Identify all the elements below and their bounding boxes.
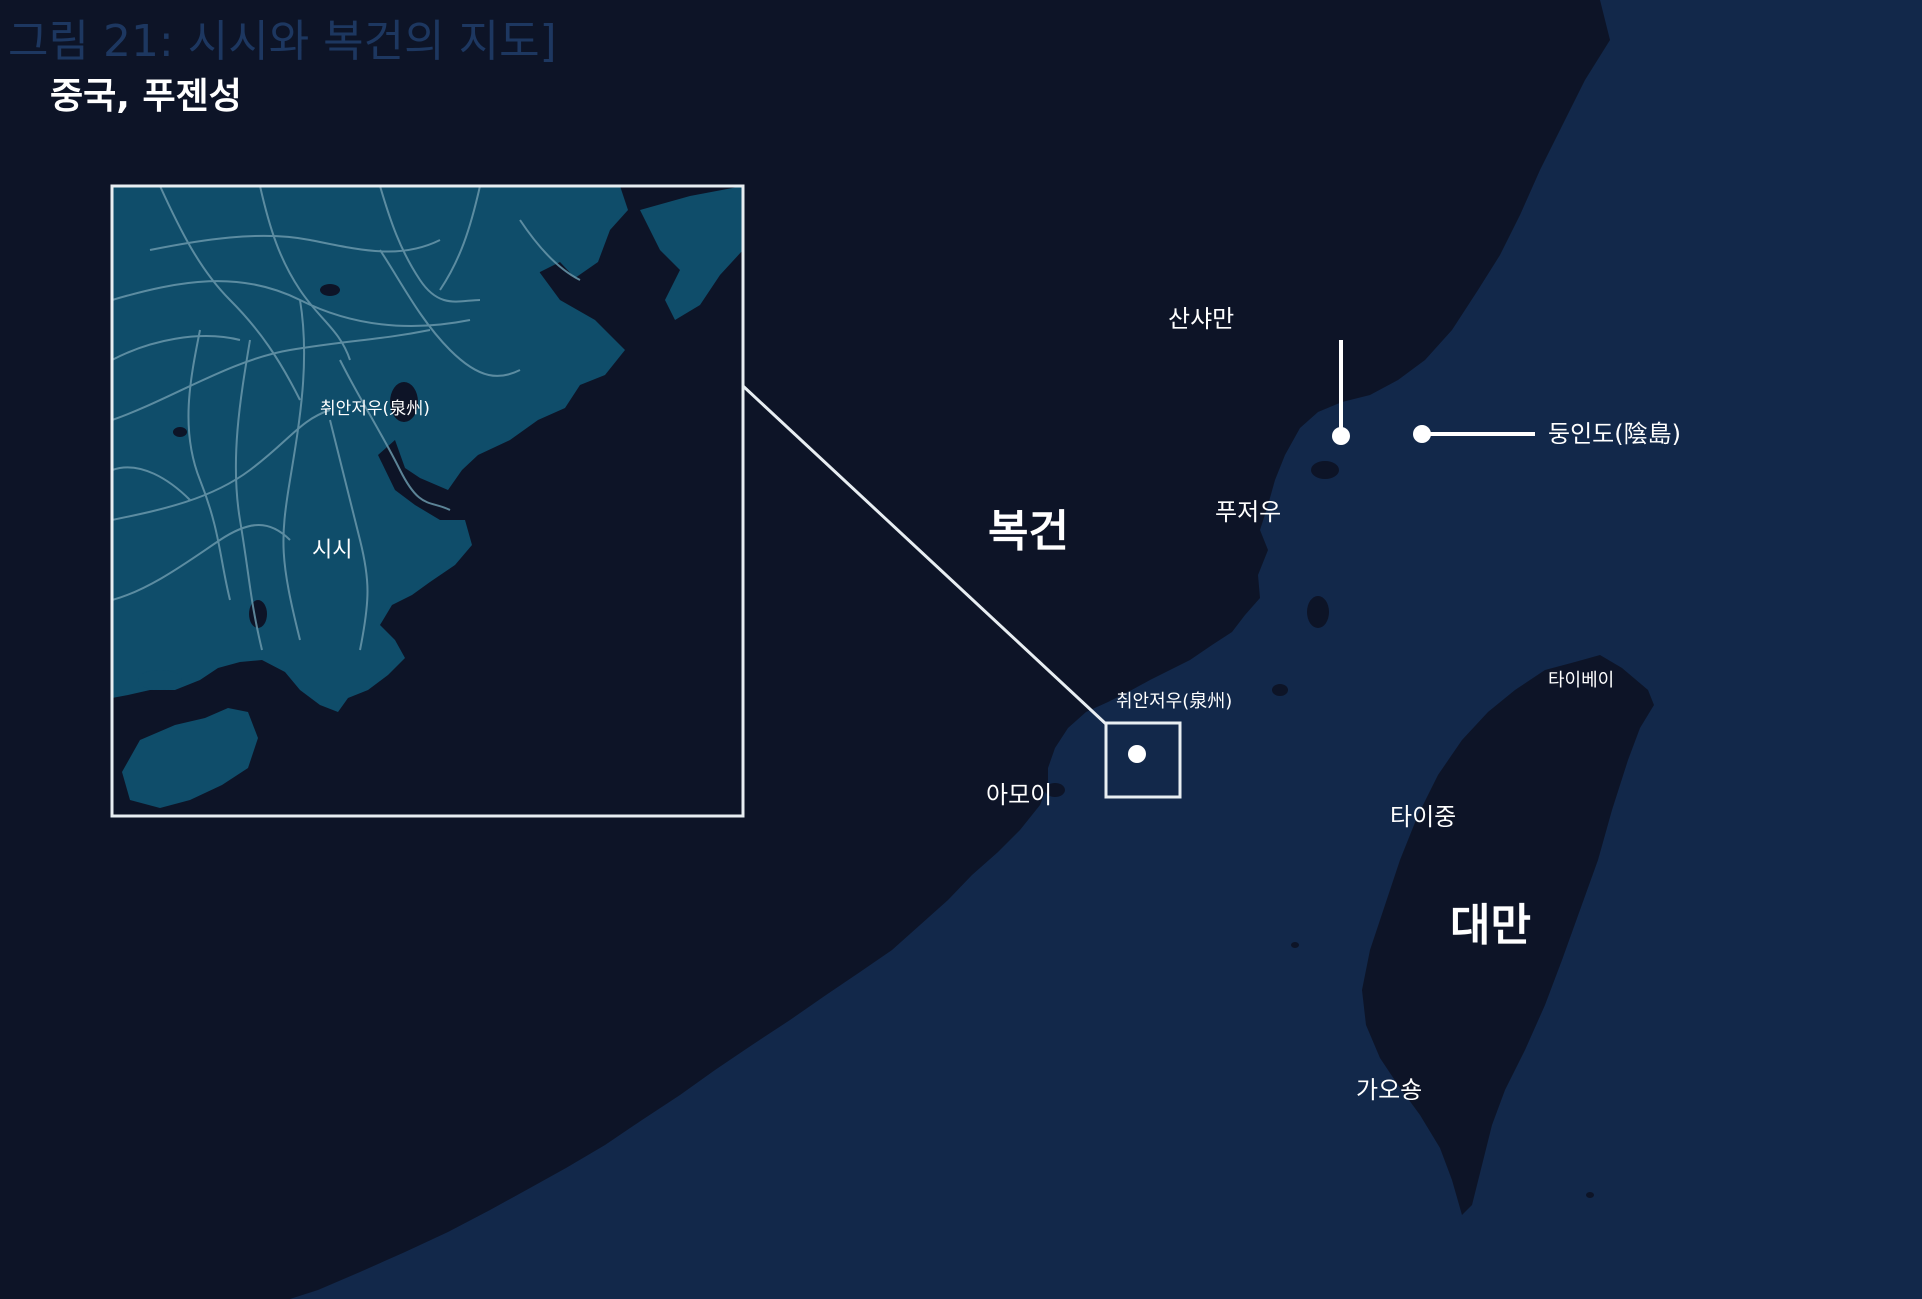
label-fujian: 복건	[988, 506, 1069, 557]
region-title: 중국, 푸젠성	[50, 76, 242, 117]
label-quanzhou: 취안저우(泉州)	[1116, 691, 1232, 712]
island	[1272, 684, 1288, 696]
inset-land	[640, 186, 743, 320]
quanzhou-locator-box	[1104, 721, 1182, 799]
inset-city-label: 취안저우(泉州)	[320, 399, 430, 419]
label-dongyindao: 둥인도(陰島)	[1548, 420, 1681, 448]
dongyindao-marker	[1413, 425, 1431, 443]
inset-roads	[112, 186, 581, 651]
label-taipei: 타이베이	[1548, 670, 1614, 691]
inset-frame	[110, 184, 745, 818]
taiwan-land	[1362, 655, 1654, 1215]
island	[1586, 1192, 1594, 1198]
label-kaohsiung: 가오숑	[1356, 1076, 1422, 1104]
inset-land	[112, 186, 628, 712]
label-amoy: 아모이	[986, 781, 1052, 809]
inset-map	[112, 186, 743, 816]
label-taiwan: 대만	[1450, 900, 1531, 951]
inset-land	[122, 708, 258, 808]
sanshawan-marker	[1332, 427, 1350, 445]
inset-connector	[741, 384, 1108, 726]
inset-land	[138, 670, 182, 690]
label-sanshawan: 산샤만	[1168, 305, 1234, 333]
quanzhou-marker	[1128, 745, 1146, 763]
island	[1045, 783, 1065, 797]
island	[1311, 461, 1339, 479]
figure-caption: 그림 21: 시시와 복건의 지도]	[8, 16, 557, 67]
inset-district-label: 시시	[312, 538, 352, 563]
label-fuzhou: 푸저우	[1215, 498, 1281, 526]
island	[1307, 596, 1329, 628]
label-taichung: 타이중	[1390, 803, 1456, 831]
island	[1291, 942, 1299, 948]
